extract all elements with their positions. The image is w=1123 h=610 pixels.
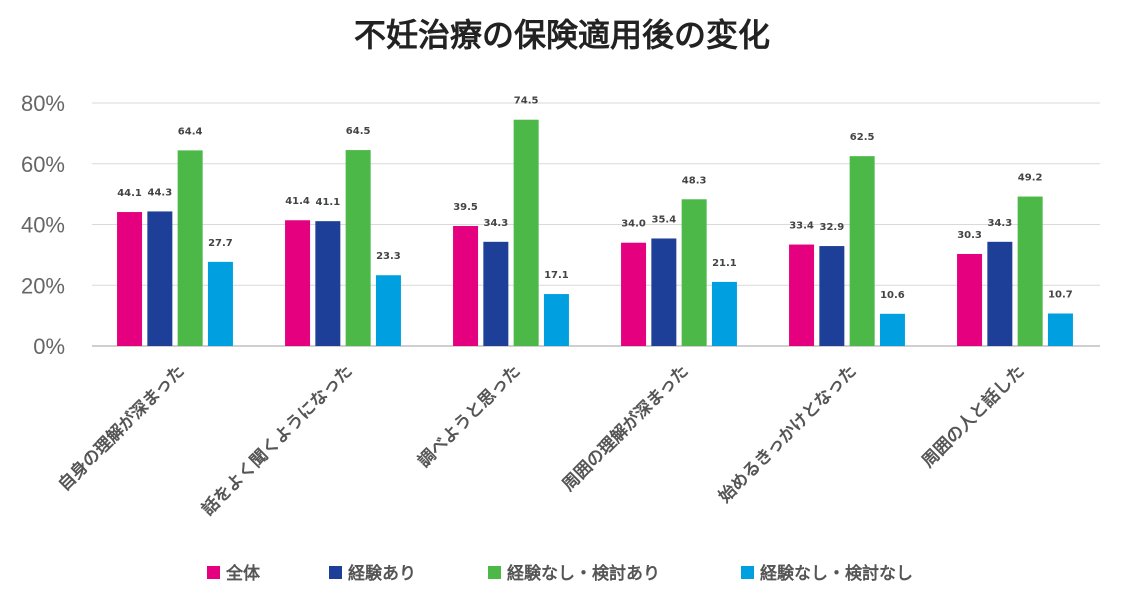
legend-label: 経験なし・検討あり	[507, 563, 660, 584]
legend-swatch	[741, 566, 754, 579]
bar-1	[621, 242, 647, 346]
data-label: 23.3	[376, 251, 401, 262]
data-label: 39.5	[453, 202, 478, 213]
data-label: 34.3	[988, 218, 1013, 229]
bar-3	[1017, 196, 1043, 346]
bar-4	[711, 281, 737, 346]
bar-1	[117, 212, 143, 346]
bar-2	[819, 246, 845, 346]
data-labels: 44.1 44.3 64.4 27.7 41.4 41.1 64.5 23.3 39.5 34.3…	[117, 96, 1073, 301]
data-label: 32.9	[820, 222, 845, 233]
bar-2	[147, 211, 173, 346]
data-label: 17.1	[544, 270, 569, 281]
bar-4	[375, 275, 401, 346]
bar-1	[789, 244, 815, 346]
bar-2	[315, 221, 341, 346]
y-axis-ticks: 0% 20% 40% 60% 80%	[21, 91, 65, 359]
y-tick-label: 40%	[21, 213, 65, 238]
y-tick-label: 20%	[21, 273, 65, 298]
data-label: 27.7	[208, 238, 233, 249]
data-label: 34.0	[621, 219, 646, 230]
legend-swatch	[488, 566, 501, 579]
data-label: 49.2	[1018, 173, 1043, 184]
bar-3	[177, 150, 203, 346]
x-tick-label: 自身の理解が深まった	[54, 361, 189, 496]
x-tick-label: 周囲の理解が深まった	[558, 361, 693, 496]
bar-3	[345, 150, 371, 346]
bar-4	[543, 294, 569, 346]
bar-2	[987, 241, 1013, 346]
data-label: 48.3	[682, 175, 707, 186]
data-label: 30.3	[957, 230, 982, 241]
bar-3	[681, 199, 707, 346]
data-label: 41.4	[285, 196, 310, 207]
x-tick-label: 周囲の人と話した	[918, 361, 1029, 472]
data-label: 44.3	[148, 187, 173, 198]
bars	[117, 119, 1073, 346]
data-label: 64.4	[178, 126, 203, 137]
legend: 全体 経験あり 経験なし・検討あり 経験なし・検討なし	[207, 563, 913, 584]
data-label: 41.1	[316, 197, 341, 208]
legend-swatch	[207, 566, 220, 579]
x-tick-label: 始めるきっかけとなった	[714, 361, 860, 507]
data-label: 62.5	[850, 132, 875, 143]
y-tick-label: 0%	[33, 334, 65, 359]
bar-4	[207, 261, 233, 346]
y-tick-label: 80%	[21, 91, 65, 116]
bar-3	[513, 119, 539, 346]
legend-label: 全体	[225, 563, 261, 584]
x-tick-label: 話をよく聞くようになった	[197, 361, 356, 520]
data-label: 44.1	[117, 188, 142, 199]
bar-2	[651, 238, 677, 346]
data-label: 21.1	[712, 258, 737, 269]
data-label: 74.5	[514, 96, 539, 107]
y-tick-label: 60%	[21, 152, 65, 177]
bar-4	[879, 313, 905, 346]
data-label: 35.4	[652, 214, 677, 225]
bar-1	[957, 253, 983, 346]
bar-1	[453, 226, 479, 346]
legend-label: 経験なし・検討なし	[760, 563, 913, 584]
data-label: 64.5	[346, 126, 371, 137]
bar-1	[285, 220, 311, 346]
data-label: 33.4	[789, 221, 814, 232]
data-label: 10.7	[1048, 289, 1073, 300]
data-label: 10.6	[880, 290, 905, 301]
legend-label: 経験あり	[348, 563, 416, 584]
bar-2	[483, 241, 509, 346]
bar-4	[1047, 313, 1073, 346]
gridlines	[92, 102, 1100, 347]
data-label: 34.3	[484, 218, 509, 229]
x-axis-ticks: 自身の理解が深まった 話をよく聞くようになった 調べようと思った 周囲の理解が深まった…	[54, 361, 1029, 520]
legend-swatch	[329, 566, 342, 579]
bar-3	[849, 156, 875, 346]
x-tick-label: 調べようと思った	[414, 361, 525, 472]
chart-title: 不妊治療の保険適用後の変化	[354, 16, 770, 54]
